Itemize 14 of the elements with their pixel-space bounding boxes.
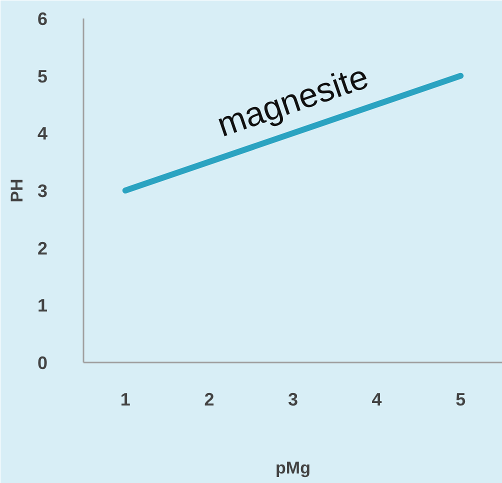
y-tick-label: 3 <box>37 181 48 201</box>
y-tick-label: 4 <box>37 124 48 144</box>
y-tick-label: 0 <box>37 353 48 373</box>
x-axis-title: pMg <box>276 458 310 478</box>
y-tick-label: 1 <box>37 296 48 316</box>
x-tick-label: 3 <box>288 390 298 410</box>
y-tick-label: 2 <box>37 238 48 258</box>
y-tick-label: 5 <box>37 66 48 86</box>
y-tick-label: 6 <box>37 9 48 29</box>
x-tick-label: 5 <box>456 390 466 410</box>
y-axis-title: PH <box>7 178 26 202</box>
x-tick-label: 1 <box>120 390 130 410</box>
x-tick-label: 4 <box>372 390 382 410</box>
x-tick-label: 2 <box>204 390 214 410</box>
